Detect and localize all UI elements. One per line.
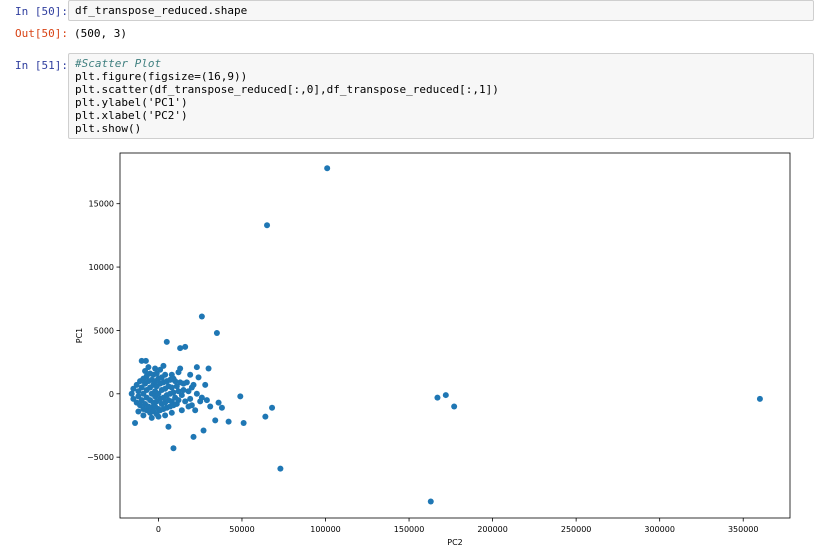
x-tick-label: 250000 (561, 525, 592, 534)
scatter-point (192, 407, 199, 414)
scatter-point (162, 412, 169, 419)
x-tick-label: 300000 (644, 525, 675, 534)
scatter-point (162, 371, 169, 378)
code-cell-input[interactable]: df_transpose_reduced.shape (68, 0, 814, 21)
scatter-point (269, 404, 276, 411)
y-tick-label: 5000 (94, 326, 114, 335)
scatter-point (182, 343, 189, 350)
scatter-point (198, 394, 205, 401)
scatter-point (262, 413, 269, 420)
scatter-point (215, 399, 222, 406)
scatter-point (163, 338, 170, 345)
scatter-point (185, 388, 192, 395)
scatter-point (182, 398, 189, 405)
scatter-point (140, 412, 147, 419)
output-prompt: Out[50]: (15, 27, 68, 40)
scatter-point (240, 419, 247, 426)
scatter-point (138, 357, 145, 364)
scatter-point (218, 404, 225, 411)
plot-output: 0 50000 100000 150000 200000 250000 300000 3500… (68, 142, 814, 548)
scatter-point (175, 369, 182, 376)
scatter-point (132, 419, 139, 426)
scatter-point (180, 386, 187, 393)
scatter-point (434, 394, 441, 401)
scatter-point (187, 395, 194, 402)
scatter-point (183, 379, 190, 386)
scatter-point (157, 366, 164, 373)
x-tick-label: 50000 (229, 525, 254, 534)
y-tick-label: 0 (109, 390, 114, 399)
scatter-point (205, 365, 212, 372)
scatter-point (237, 393, 244, 400)
scatter-point (142, 357, 149, 364)
scatter-point (264, 222, 271, 229)
scatter-point (277, 465, 284, 472)
code-line: plt.show() (75, 122, 142, 135)
code-line: plt.figure(figsize=(16,9)) (75, 70, 248, 83)
scatter-point (427, 498, 434, 505)
x-tick-label: 150000 (394, 525, 425, 534)
scatter-point (190, 433, 197, 440)
scatter-point (170, 375, 177, 382)
scatter-point (142, 367, 149, 374)
code-line: plt.ylabel('PC1') (75, 96, 188, 109)
x-tick-label: 0 (156, 525, 161, 534)
x-tick-label: 200000 (477, 525, 508, 534)
x-tick-label: 350000 (728, 525, 759, 534)
scatter-point (178, 407, 185, 414)
y-tick-label: 15000 (89, 200, 114, 209)
scatter-point (165, 423, 172, 430)
scatter-point (198, 313, 205, 320)
code-line: df_transpose_reduced.shape (75, 4, 248, 17)
input-prompt: In [50]: (15, 5, 68, 18)
scatter-point (193, 390, 200, 397)
scatter-point (200, 427, 207, 434)
scatter-point (155, 413, 162, 420)
plot-axes-frame (119, 152, 791, 519)
code-cell-input[interactable]: #Scatter Plot plt.figure(figsize=(16,9))… (68, 53, 814, 139)
scatter-point (170, 389, 177, 396)
scatter-point (152, 365, 159, 372)
scatter-point (756, 395, 763, 402)
scatter-point (203, 397, 210, 404)
scatter-point (442, 392, 449, 399)
scatter-point (135, 408, 142, 415)
scatter-point (177, 345, 184, 352)
scatter-point (213, 329, 220, 336)
input-prompt: In [51]: (15, 59, 68, 72)
scatter-point (207, 403, 214, 410)
y-axis-label: PC1 (75, 328, 84, 344)
scatter-point (148, 414, 155, 421)
scatter-point (170, 445, 177, 452)
scatter-plot: 0 50000 100000 150000 200000 250000 300000 3500… (75, 152, 791, 547)
scatter-point (168, 409, 175, 416)
y-tick-label: 10000 (89, 263, 114, 272)
scatter-point (212, 417, 219, 424)
code-comment-line: #Scatter Plot (75, 57, 162, 70)
scatter-point (175, 397, 182, 404)
code-line: plt.xlabel('PC2') (75, 109, 188, 122)
scatter-point (190, 381, 197, 388)
scatter-point (168, 384, 175, 391)
scatter-point (195, 374, 202, 381)
scatter-point (451, 403, 458, 410)
x-axis-label: PC2 (447, 538, 463, 547)
x-tick-label: 100000 (310, 525, 341, 534)
scatter-point (324, 165, 331, 172)
scatter-point (193, 364, 200, 371)
output-text: (500, 3) (74, 27, 127, 40)
scatter-point (177, 379, 184, 386)
y-tick-label: −5000 (87, 453, 114, 462)
scatter-point (178, 392, 185, 399)
code-line: plt.scatter(df_transpose_reduced[:,0],df… (75, 83, 499, 96)
scatter-point (187, 371, 194, 378)
scatter-point (202, 381, 209, 388)
scatter-point (188, 402, 195, 409)
scatter-point (128, 390, 135, 397)
scatter-point (225, 418, 232, 425)
